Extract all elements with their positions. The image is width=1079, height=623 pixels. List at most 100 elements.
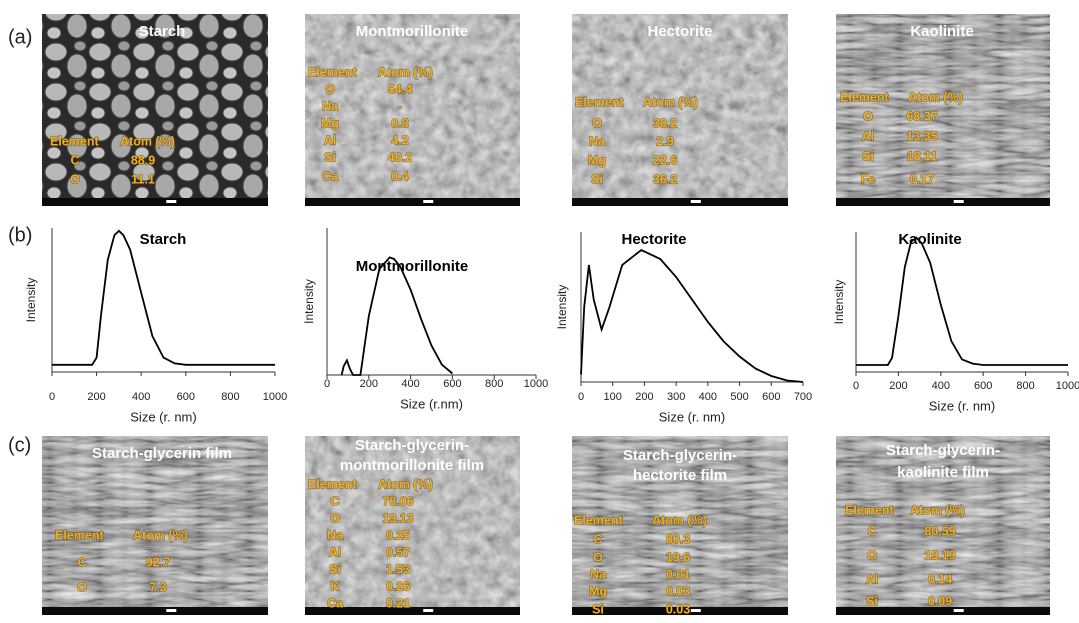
- sem-info-bar: [836, 198, 1050, 206]
- table-header: Element: [845, 503, 894, 517]
- image-title: Starch-glycerin-: [623, 447, 737, 464]
- table-cell: C: [330, 494, 339, 508]
- data-line: [856, 238, 1068, 365]
- table-cell: Al: [862, 129, 875, 143]
- table-cell: 19.13: [382, 511, 413, 525]
- table-header: Atom (%): [910, 503, 965, 517]
- table-cell: 0.8: [391, 116, 408, 130]
- scale-bar: [166, 609, 176, 612]
- table-header: Element: [55, 528, 104, 542]
- table-cell: 0.14: [928, 572, 952, 586]
- sem-image: [572, 14, 788, 206]
- scale-bar: [166, 200, 176, 203]
- y-axis-label: Intensity: [302, 279, 316, 324]
- x-tick-label: 600: [762, 391, 780, 403]
- table-cell: Si: [324, 150, 336, 164]
- table-header: Atom (%): [908, 90, 963, 104]
- scale-bar: [691, 609, 701, 612]
- table-cell: 0.21: [386, 596, 410, 610]
- table-header: Element: [575, 95, 624, 109]
- table-cell: C: [70, 153, 79, 167]
- sem-info-bar: [305, 198, 520, 206]
- table-cell: 0.17: [910, 172, 934, 186]
- image-title: kaolinite film: [897, 464, 989, 481]
- table-header: Element: [308, 65, 357, 79]
- panel-label: (a): [8, 26, 32, 48]
- table-header: Atom (%): [133, 528, 188, 542]
- table-cell: Si: [862, 149, 874, 163]
- y-axis-label: Intensity: [832, 280, 846, 325]
- table-cell: 38.2: [653, 116, 677, 130]
- table-cell: Si: [592, 602, 604, 616]
- data-line: [52, 231, 275, 365]
- table-cell: O: [77, 580, 87, 594]
- table-cell: 0.09: [928, 594, 952, 608]
- sem-info-bar: [42, 198, 268, 206]
- table-cell: Si: [591, 172, 603, 186]
- x-tick-label: 800: [485, 378, 503, 390]
- table-cell: 68.37: [906, 109, 937, 123]
- x-tick-label: 500: [730, 391, 748, 403]
- table-cell: O: [592, 116, 602, 130]
- table-cell: 19.19: [924, 548, 955, 562]
- table-header: Atom (%): [378, 65, 433, 79]
- image-title: Starch: [139, 23, 186, 40]
- image-title: Starch-glycerin-: [355, 437, 469, 454]
- table-cell: O: [325, 82, 335, 96]
- x-tick-label: 800: [1016, 380, 1034, 392]
- scale-bar: [954, 609, 964, 612]
- image-title: Starch-glycerin-: [886, 442, 1000, 459]
- x-tick-label: 1000: [263, 391, 287, 403]
- table-cell: 11.1: [131, 172, 155, 186]
- table-cell: C: [77, 555, 86, 569]
- x-tick-label: 800: [221, 391, 239, 403]
- table-cell: -: [398, 99, 402, 113]
- data-line: [581, 250, 803, 382]
- table-cell: 78.06: [382, 494, 413, 508]
- table-cell: C: [593, 532, 602, 546]
- chart-title: Hectorite: [621, 231, 686, 248]
- table-cell: 19.6: [666, 550, 690, 564]
- x-tick-label: 0: [49, 391, 55, 403]
- table-cell: 1.53: [386, 562, 410, 576]
- table-cell: Na: [327, 528, 344, 542]
- table-cell: Mg: [589, 584, 607, 598]
- table-cell: Ca: [322, 169, 339, 183]
- x-tick-label: 400: [932, 380, 950, 392]
- table-cell: 40.2: [388, 150, 412, 164]
- table-cell: Ca: [327, 596, 344, 610]
- table-cell: O: [330, 511, 340, 525]
- table-cell: 0.03: [666, 584, 690, 598]
- table-cell: Al: [329, 545, 342, 559]
- x-tick-label: 300: [667, 391, 685, 403]
- table-cell: 0.57: [386, 545, 410, 559]
- scale-bar: [423, 200, 433, 203]
- table-cell: Mg: [321, 116, 339, 130]
- table-cell: C: [867, 524, 876, 538]
- data-line: [342, 257, 453, 375]
- table-cell: 7.3: [149, 580, 166, 594]
- table-header: Atom (%): [643, 95, 698, 109]
- table-header: Element: [308, 477, 357, 491]
- scale-bar: [954, 200, 964, 203]
- table-header: Element: [50, 134, 99, 148]
- x-tick-label: 600: [177, 391, 195, 403]
- x-tick-label: 400: [699, 391, 717, 403]
- x-tick-label: 1000: [524, 378, 548, 390]
- image-title: Hectorite: [647, 23, 712, 40]
- x-tick-label: 600: [443, 378, 461, 390]
- x-axis-label: Size (r. nm): [929, 398, 995, 413]
- x-tick-label: 600: [974, 380, 992, 392]
- table-cell: Fe: [861, 172, 876, 186]
- table-cell: 0.4: [391, 169, 408, 183]
- table-cell: 0.03: [666, 602, 690, 616]
- y-axis-label: Intensity: [555, 285, 569, 330]
- table-cell: 0.25: [386, 528, 410, 542]
- table-cell: 13.35: [906, 129, 937, 143]
- x-axis-label: Size (r. nm): [130, 409, 196, 424]
- x-tick-label: 200: [87, 391, 105, 403]
- chart-title: Kaolinite: [898, 231, 961, 248]
- table-cell: O: [863, 109, 873, 123]
- table-cell: O: [593, 550, 603, 564]
- x-tick-label: 1000: [1056, 380, 1079, 392]
